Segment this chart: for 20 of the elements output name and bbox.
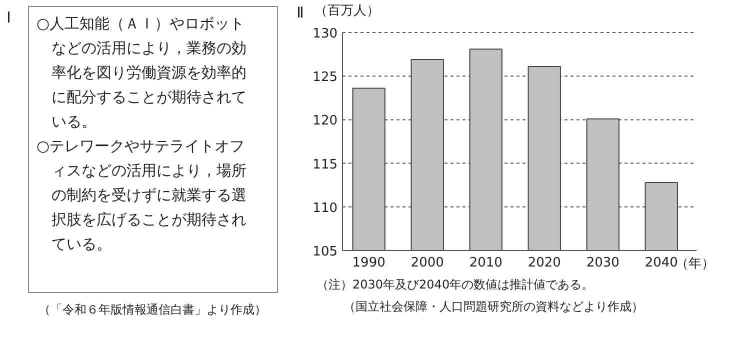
y-tick-label: 125 (312, 70, 338, 86)
y-tick-label: 120 (312, 114, 338, 129)
y-tick-label: 130 (312, 26, 338, 42)
chart-title: Ⅱ (296, 4, 304, 22)
text: （注）2030年及び2040年の数値は推計値である。 (316, 278, 594, 292)
x-tick-label: 1990 (352, 256, 386, 270)
x-tick-label: 2030 (586, 256, 620, 270)
x-tick-label: 2010 (469, 256, 502, 270)
text: I (6, 8, 11, 26)
x-tick-label: 2000 (410, 256, 444, 270)
x-tick-label: 2020 (528, 256, 561, 270)
text: ○テレワークやサテライトオフィスなどの活用により，場所の制約を受けずに就業する選択肢を広げることが期待されている。 (36, 137, 246, 253)
y-tick-label: 105 (312, 244, 338, 260)
y-tick-label: 110 (312, 200, 338, 216)
text: ○人工知能（ＡＩ）やロボットなどの活用により，業務の効率化を図り労働資源を効率的に配分することが期待されている。 (36, 14, 246, 130)
text: （国立社会保障・人口問題研究所の資料などより作成） (344, 300, 644, 314)
x-tick-label: 2040 (644, 256, 678, 270)
y-axis-title: （百万人） (314, 4, 380, 18)
y-tick-label: 115 (312, 157, 338, 172)
text: （「令和６年版情報通信白書」より作成） (38, 302, 266, 316)
